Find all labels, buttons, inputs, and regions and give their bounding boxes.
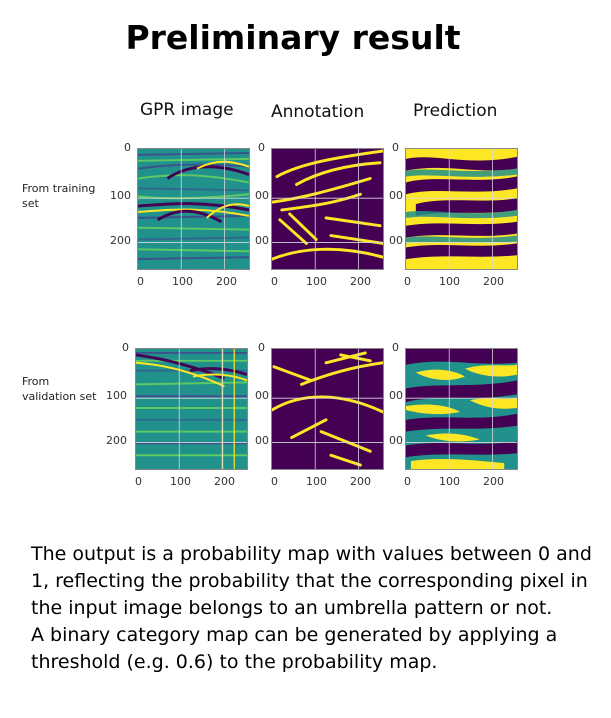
x-tick-r2-gpr-100: 100 xyxy=(170,475,191,488)
x-tick-r2-ann-200: 200 xyxy=(350,475,371,488)
y-tick-r1-pred-0: 0 xyxy=(392,141,399,154)
y-tick-r2-pred-100: 00 xyxy=(389,389,403,402)
x-tick-r1-ann-0: 0 xyxy=(271,275,278,288)
y-tick-r2-gpr-100: 100 xyxy=(106,389,127,402)
description-paragraph-1: The output is a probability map with val… xyxy=(31,543,592,619)
x-tick-r1-pred-0: 0 xyxy=(404,275,411,288)
column-header-gpr-image: GPR image xyxy=(140,100,234,120)
column-header-annotation: Annotation xyxy=(271,102,365,122)
y-tick-r1-ann-0: 0 xyxy=(258,141,265,154)
y-tick-r1-ann-100: 00 xyxy=(255,189,269,202)
x-tick-r1-ann-200: 200 xyxy=(350,275,371,288)
x-tick-r2-pred-200: 200 xyxy=(483,475,504,488)
y-tick-r2-gpr-0: 0 xyxy=(122,341,129,354)
y-tick-r2-ann-0: 0 xyxy=(258,341,265,354)
x-tick-r1-pred-200: 200 xyxy=(483,275,504,288)
y-tick-r1-pred-200: 00 xyxy=(389,234,403,247)
row-label-validation: From validation set xyxy=(22,375,97,403)
y-tick-r1-gpr-0: 0 xyxy=(124,141,131,154)
x-tick-r1-gpr-200: 200 xyxy=(216,275,237,288)
x-tick-r1-gpr-100: 100 xyxy=(172,275,193,288)
column-header-prediction: Prediction xyxy=(413,101,498,121)
x-tick-r2-ann-100: 100 xyxy=(306,475,327,488)
x-tick-r2-pred-0: 0 xyxy=(404,475,411,488)
x-tick-r2-gpr-200: 200 xyxy=(214,475,235,488)
prediction-validation-plot xyxy=(406,349,517,469)
prediction-training-plot xyxy=(406,149,517,269)
y-tick-r2-ann-100: 00 xyxy=(255,389,269,402)
gpr-image-training-plot xyxy=(138,149,249,269)
y-tick-r2-pred-200: 00 xyxy=(389,434,403,447)
prediction-training xyxy=(405,148,518,270)
y-tick-r1-gpr-200: 200 xyxy=(110,234,131,247)
slide-title: Preliminary result xyxy=(125,18,461,57)
annotation-training-plot xyxy=(272,149,383,269)
y-tick-r1-pred-100: 00 xyxy=(389,189,403,202)
y-tick-r2-pred-0: 0 xyxy=(392,341,399,354)
annotation-training xyxy=(271,148,384,270)
x-tick-r2-ann-0: 0 xyxy=(271,475,278,488)
annotation-validation-plot xyxy=(272,349,383,469)
y-tick-r1-ann-200: 00 xyxy=(255,234,269,247)
y-tick-r2-ann-200: 00 xyxy=(255,434,269,447)
gpr-image-training xyxy=(137,148,250,270)
x-tick-r1-gpr-0: 0 xyxy=(137,275,144,288)
prediction-validation xyxy=(405,348,518,470)
description-paragraph-2: A binary category map can be generated b… xyxy=(31,624,558,673)
gpr-image-validation xyxy=(135,348,248,470)
gpr-image-validation-plot xyxy=(136,349,247,469)
annotation-validation xyxy=(271,348,384,470)
y-tick-r1-gpr-100: 100 xyxy=(110,189,131,202)
x-tick-r2-pred-100: 100 xyxy=(439,475,460,488)
x-tick-r2-gpr-0: 0 xyxy=(135,475,142,488)
x-tick-r1-pred-100: 100 xyxy=(439,275,460,288)
x-tick-r1-ann-100: 100 xyxy=(306,275,327,288)
description-text: The output is a probability map with val… xyxy=(31,541,601,676)
row-label-training: From training set xyxy=(22,182,96,210)
y-tick-r2-gpr-200: 200 xyxy=(106,434,127,447)
